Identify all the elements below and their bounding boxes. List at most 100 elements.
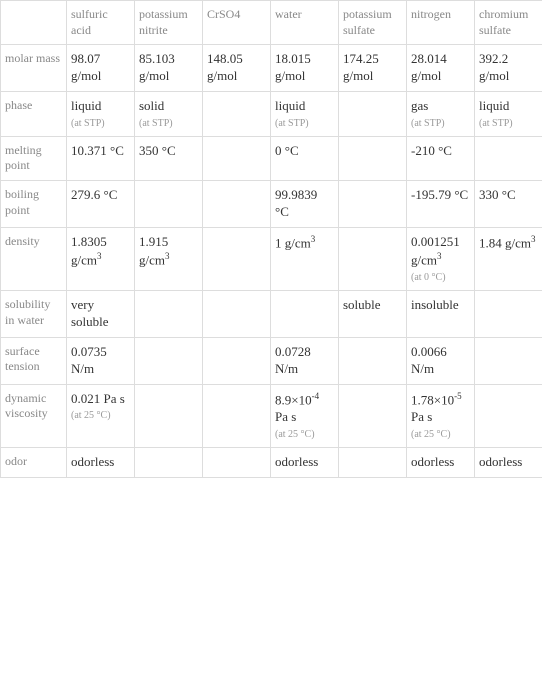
data-cell: 0.0066 N/m: [407, 337, 475, 384]
cell-note: (at STP): [479, 117, 538, 130]
cell-main: 1.915 g/cm: [139, 234, 168, 267]
row-label: dynamic viscosity: [1, 384, 67, 447]
data-cell: [339, 91, 407, 136]
cell-main: odorless: [479, 454, 522, 469]
data-cell: -195.79 °C: [407, 181, 475, 228]
cell-main: 0.001251 g/cm: [411, 234, 460, 267]
cell-main: liquid: [275, 98, 305, 113]
data-cell: [135, 447, 203, 477]
cell-main: soluble: [343, 297, 381, 312]
cell-main: 350 °C: [139, 143, 176, 158]
cell-after: Pa s: [411, 409, 432, 424]
data-cell: [339, 337, 407, 384]
table-row: solubility in watervery solublesolublein…: [1, 290, 542, 337]
cell-main: liquid: [71, 98, 101, 113]
cell-main: 0 °C: [275, 143, 299, 158]
data-cell: 0.0728 N/m: [271, 337, 339, 384]
data-cell: liquid (at STP): [271, 91, 339, 136]
column-header: nitrogen: [407, 1, 475, 45]
cell-superscript: -5: [454, 391, 462, 401]
cell-main: 0.0735 N/m: [71, 344, 107, 376]
table-row: dynamic viscosity0.021 Pa s(at 25 °C) 8.9…: [1, 384, 542, 447]
data-cell: odorless: [407, 447, 475, 477]
column-header: potassium nitrite: [135, 1, 203, 45]
data-cell: [271, 290, 339, 337]
cell-note: (at STP): [275, 117, 334, 130]
data-cell: 98.07 g/mol: [67, 45, 135, 92]
data-cell: 85.103 g/mol: [135, 45, 203, 92]
table-header-row: sulfuric acidpotassium nitriteCrSO4water…: [1, 1, 542, 45]
table-row: boiling point279.6 °C99.9839 °C-195.79 °…: [1, 181, 542, 228]
data-cell: 0.0735 N/m: [67, 337, 135, 384]
cell-main: very soluble: [71, 297, 109, 329]
column-header: chromium sulfate: [475, 1, 542, 45]
cell-superscript: 3: [97, 251, 102, 261]
data-cell: [339, 136, 407, 180]
data-cell: [203, 227, 271, 290]
row-label: melting point: [1, 136, 67, 180]
cell-superscript: 3: [531, 234, 536, 244]
cell-main: solid: [139, 98, 164, 113]
data-cell: 0.021 Pa s(at 25 °C): [67, 384, 135, 447]
table-row: melting point 10.371 °C 350 °C 0 °C -210 °C: [1, 136, 542, 180]
column-header: water: [271, 1, 339, 45]
data-cell: [203, 181, 271, 228]
data-cell: [135, 384, 203, 447]
cell-note: (at 25 °C): [275, 428, 334, 441]
cell-main: 330 °C: [479, 187, 516, 202]
cell-after: Pa s: [275, 409, 296, 424]
cell-main: insoluble: [411, 297, 459, 312]
row-label: surface tension: [1, 337, 67, 384]
data-cell: 330 °C: [475, 181, 542, 228]
cell-main: 8.9×10: [275, 392, 312, 407]
cell-main: 392.2 g/mol: [479, 51, 509, 83]
data-cell: 148.05 g/mol: [203, 45, 271, 92]
data-cell: 1.8305 g/cm3: [67, 227, 135, 290]
cell-main: gas: [411, 98, 428, 113]
data-cell: [475, 136, 542, 180]
data-cell: [339, 227, 407, 290]
cell-note: (at 25 °C): [71, 409, 130, 422]
cell-note: (at 0 °C): [411, 271, 470, 284]
data-cell: odorless: [67, 447, 135, 477]
data-cell: [339, 447, 407, 477]
data-cell: 18.015 g/mol: [271, 45, 339, 92]
table-row: molar mass98.07 g/mol85.103 g/mol148.05 …: [1, 45, 542, 92]
cell-main: odorless: [275, 454, 318, 469]
cell-main: liquid: [479, 98, 509, 113]
data-cell: 99.9839 °C: [271, 181, 339, 228]
data-cell: [339, 384, 407, 447]
data-cell: [203, 91, 271, 136]
data-cell: [475, 384, 542, 447]
column-header: CrSO4: [203, 1, 271, 45]
data-cell: [135, 290, 203, 337]
cell-note: (at STP): [139, 117, 198, 130]
data-cell: very soluble: [67, 290, 135, 337]
data-cell: 174.25 g/mol: [339, 45, 407, 92]
data-cell: 1.915 g/cm3: [135, 227, 203, 290]
data-cell: 1 g/cm3: [271, 227, 339, 290]
column-header: potassium sulfate: [339, 1, 407, 45]
cell-note: (at STP): [71, 117, 130, 130]
cell-superscript: 3: [165, 251, 170, 261]
data-cell: odorless: [271, 447, 339, 477]
data-cell: 0.001251 g/cm3(at 0 °C): [407, 227, 475, 290]
cell-superscript: -4: [312, 391, 320, 401]
data-cell: liquid (at STP): [67, 91, 135, 136]
cell-main: 10.371 °C: [71, 143, 124, 158]
data-cell: 1.78×10-5 Pa s(at 25 °C): [407, 384, 475, 447]
data-cell: [135, 181, 203, 228]
column-header: sulfuric acid: [67, 1, 135, 45]
data-cell: [135, 337, 203, 384]
table-row: odorodorlessodorlessodorlessodorless: [1, 447, 542, 477]
cell-main: odorless: [71, 454, 114, 469]
data-cell: [203, 384, 271, 447]
cell-main: 0.0728 N/m: [275, 344, 311, 376]
cell-note: (at 25 °C): [411, 428, 470, 441]
cell-note: (at STP): [411, 117, 470, 130]
cell-main: -210 °C: [411, 143, 452, 158]
properties-table: sulfuric acidpotassium nitriteCrSO4water…: [0, 0, 542, 478]
cell-main: 85.103 g/mol: [139, 51, 175, 83]
data-cell: -210 °C: [407, 136, 475, 180]
table-row: density1.8305 g/cm31.915 g/cm31 g/cm30.0…: [1, 227, 542, 290]
